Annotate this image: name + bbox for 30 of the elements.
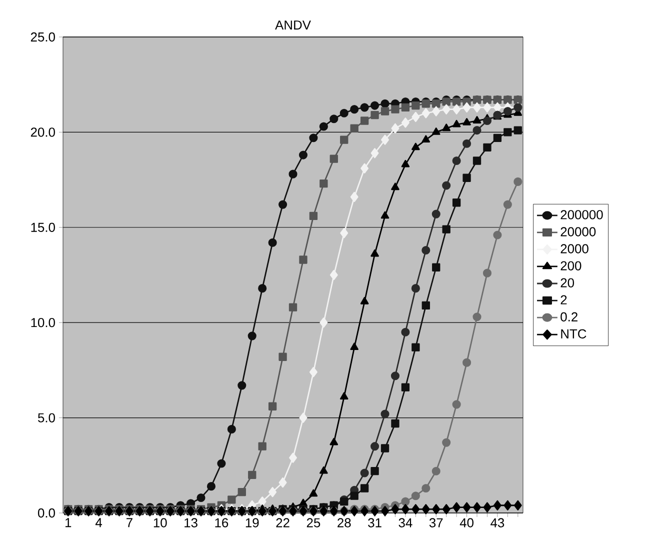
x-tick-label: 4: [95, 518, 102, 528]
x-tick-label: 31: [368, 518, 382, 528]
y-tick-label: 0.0: [38, 508, 55, 518]
legend-label: 200: [560, 261, 582, 270]
x-tick-label: 7: [126, 518, 132, 528]
x-tick-label: 16: [215, 518, 228, 528]
legend-label: NTC: [561, 329, 586, 338]
y-tick-label: 5.0: [38, 413, 55, 422]
legend-label: 20: [560, 278, 574, 288]
legend-label: 2000: [560, 244, 588, 254]
chart-title: ANDV: [275, 20, 311, 30]
legend-label: 2: [560, 295, 567, 304]
x-tick-label: 28: [338, 518, 351, 528]
x-tick-label: 1: [66, 518, 72, 528]
y-tick-label: 25.0: [30, 32, 55, 42]
x-tick-label: 34: [398, 518, 412, 528]
x-tick-label: 25: [306, 518, 320, 528]
y-tick-label: 10.0: [31, 318, 55, 328]
x-tick-label: 43: [490, 518, 504, 528]
legend-label: 20000: [560, 227, 596, 236]
x-tick-label: 40: [460, 518, 474, 528]
legend-label: 200000: [560, 210, 603, 220]
x-tick-label: 19: [246, 518, 259, 528]
x-tick-label: 13: [184, 518, 198, 528]
legend-label: 0.2: [560, 312, 578, 322]
y-tick-label: 15.0: [31, 222, 55, 232]
x-tick-label: 10: [154, 518, 167, 528]
y-tick-label: 20.0: [30, 128, 55, 137]
x-tick-label: 37: [429, 518, 443, 528]
x-tick-label: 22: [276, 518, 290, 528]
